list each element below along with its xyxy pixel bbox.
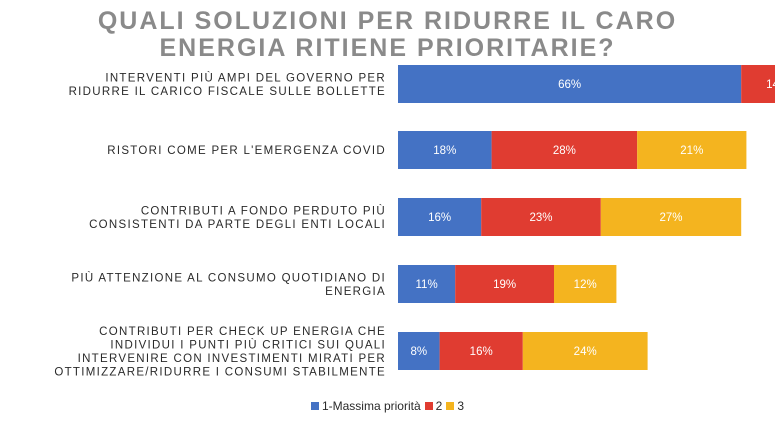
data-label-5-series-2: 16% [470, 346, 493, 358]
data-label-2-series-2: 28% [553, 145, 576, 157]
data-label-5-series-1: 8% [410, 346, 427, 358]
category-label-1-line-2: RIDURRE IL CARICO FISCALE SULLE BOLLETTE [69, 86, 386, 98]
chart-title-line-2: ENERGIA RITIENE PRIORITARIE? [159, 34, 616, 62]
bar-segment-3-series-1 [398, 198, 482, 236]
category-label-4-line-2: ENERGIA [325, 286, 386, 298]
chart-title: QUALI SOLUZIONI PER RIDURRE IL CARO ENER… [0, 8, 775, 62]
data-label-3-series-2: 23% [529, 212, 552, 224]
legend-swatch-1 [310, 402, 319, 410]
legend-label-1: 1-Massima priorità [321, 399, 421, 413]
chart-title-line-1: QUALI SOLUZIONI PER RIDURRE IL CARO [97, 7, 678, 35]
legend-item-2: 2 [424, 399, 443, 413]
data-label-4-series-3: 12% [574, 279, 597, 291]
data-label-1-series-2: 14% [766, 79, 775, 91]
bar-segment-4-series-1 [398, 265, 456, 303]
stacked-bar-chart: 66%14%7%18%28%21%16%23%27%11%19%12%8%16%… [54, 65, 775, 378]
category-label-1-line-1: INTERVENTI PIÙ AMPI DEL GOVERNO PER [105, 71, 386, 84]
bar-segment-1-series-1 [398, 65, 742, 103]
legend-swatch-3 [446, 402, 455, 410]
data-label-4-series-2: 19% [493, 279, 516, 291]
bar-segment-2-series-3 [637, 131, 747, 169]
bar-segment-5-series-3 [522, 332, 648, 370]
data-label-3-series-3: 27% [659, 212, 682, 224]
data-label-5-series-3: 24% [574, 346, 597, 358]
legend-item-3: 3 [446, 399, 464, 413]
bar-segment-3-series-3 [600, 198, 742, 236]
bar-segment-4-series-3 [554, 265, 617, 303]
category-label-3-line-1: CONTRIBUTI A FONDO PERDUTO PIÙ [141, 204, 386, 217]
category-label-5-line-4: OTTIMIZZARE/RIDURRE I CONSUMI STABILMENT… [54, 366, 386, 378]
legend-label-2: 2 [435, 399, 443, 413]
legend: 1-Massima priorità 2 3 [0, 399, 775, 413]
bar-segment-2-series-1 [398, 131, 492, 169]
data-label-1-series-1: 66% [558, 79, 581, 91]
category-label-5-line-3: INTERVENIRE CON INVESTIMENTI MIRATI PER [78, 353, 386, 365]
data-label-3-series-1: 16% [428, 212, 451, 224]
bar-segment-3-series-2 [481, 198, 601, 236]
category-label-4-line-1: PIÙ ATTENZIONE AL CONSUMO QUOTIDIANO DI [71, 271, 386, 284]
category-label-5-line-1: CONTRIBUTI PER CHECK UP ENERGIA CHE [99, 326, 386, 338]
bar-segment-5-series-2 [439, 332, 523, 370]
bars-group: 66%14%7%18%28%21%16%23%27%11%19%12%8%16%… [398, 65, 775, 370]
data-label-2-series-1: 18% [433, 145, 456, 157]
data-label-2-series-3: 21% [680, 145, 703, 157]
bar-segment-1-series-2 [741, 65, 775, 103]
category-label-5-line-2: INDIVIDUI I PUNTI PIÙ CRITICI SUI QUALI [110, 338, 386, 351]
data-label-4-series-1: 11% [416, 279, 438, 291]
bar-segment-4-series-2 [455, 265, 554, 303]
category-label-3-line-2: CONSISTENTI DA PARTE DEGLI ENTI LOCALI [89, 219, 386, 231]
legend-label-3: 3 [457, 399, 465, 413]
legend-item-1: 1-Massima priorità [310, 399, 421, 413]
bar-segment-5-series-1 [398, 332, 440, 370]
category-label-2-line-1: RISTORI COME PER L'EMERGENZA COVID [107, 145, 386, 157]
category-labels-group: INTERVENTI PIÙ AMPI DEL GOVERNO PER RIDUR… [54, 71, 386, 378]
bar-segment-2-series-2 [491, 131, 638, 169]
legend-swatch-2 [424, 402, 433, 410]
